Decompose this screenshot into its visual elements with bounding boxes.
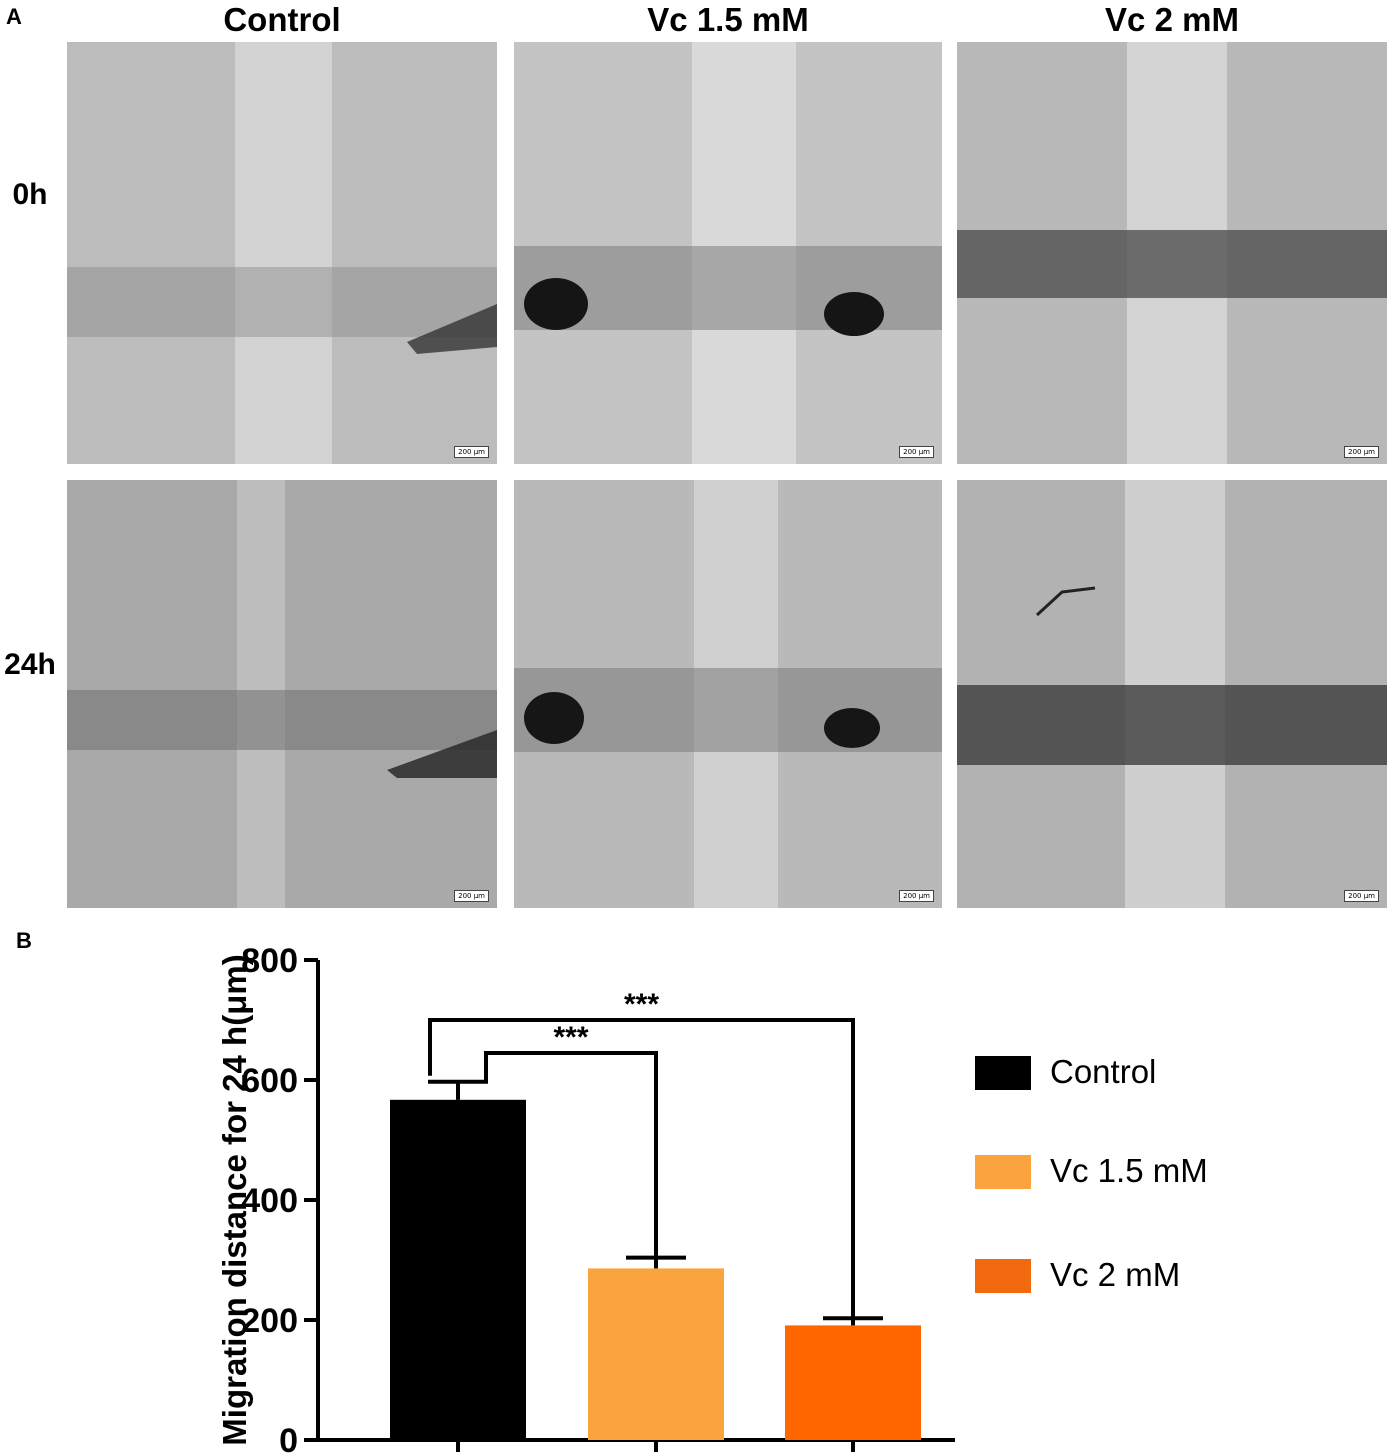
legend-label-vc15: Vc 1.5 mM [1050,1152,1208,1189]
legend-label-vc2: Vc 2 mM [1050,1256,1181,1293]
column-header-vc15: Vc 1.5 mM [647,1,809,38]
panel-label-b: B [16,928,32,953]
column-header-vc2: Vc 2 mM [1105,1,1239,38]
y-tick-label: 400 [241,1182,298,1220]
micrograph-vc15-0h: 200 μm [514,42,942,464]
scale-bar: 200 μm [1344,890,1379,902]
bar-vc-1-5-mm [588,1268,724,1440]
y-tick-label: 200 [241,1302,298,1340]
significance-label: *** [553,1021,588,1054]
column-header-control: Control [223,1,341,38]
micrograph-vc2-0h: 200 μm [957,42,1387,464]
significance-bracket [484,1051,658,1258]
micrograph-vc2-24h: 200 μm [957,480,1387,908]
y-axis-label: Migration distance for 24 h(μm) [216,954,253,1445]
micrograph-control-24h: 200 μm [67,480,497,908]
y-tick-label: 800 [241,942,298,980]
legend-item-vc15: Vc 1.5 mM [975,1151,1275,1191]
legend-swatch-vc2 [975,1259,1031,1293]
significance-label: *** [624,988,659,1021]
significance-bracket [428,1018,855,1319]
legend-swatch-control [975,1056,1031,1090]
bar-vc-2-mm [785,1325,921,1440]
scale-bar: 200 μm [1344,446,1379,458]
panel-label-a: A [6,4,22,29]
y-tick-label: 600 [241,1062,298,1100]
scale-bar: 200 μm [899,890,934,902]
legend-item-vc2: Vc 2 mM [975,1255,1275,1295]
legend-item-control: Control [975,1052,1275,1092]
legend-swatch-vc15 [975,1155,1031,1189]
bar-control [390,1099,526,1440]
scale-bar: 200 μm [899,446,934,458]
row-header-0h: 0h [12,178,48,211]
y-tick-label: 0 [279,1422,298,1455]
micrograph-control-0h: 200 μm [67,42,497,464]
micrograph-vc15-24h: 200 μm [514,480,942,908]
scale-bar: 200 μm [454,446,489,458]
row-header-24h: 24h [4,648,56,681]
legend-label-control: Control [1050,1053,1157,1090]
scale-bar: 200 μm [454,890,489,902]
